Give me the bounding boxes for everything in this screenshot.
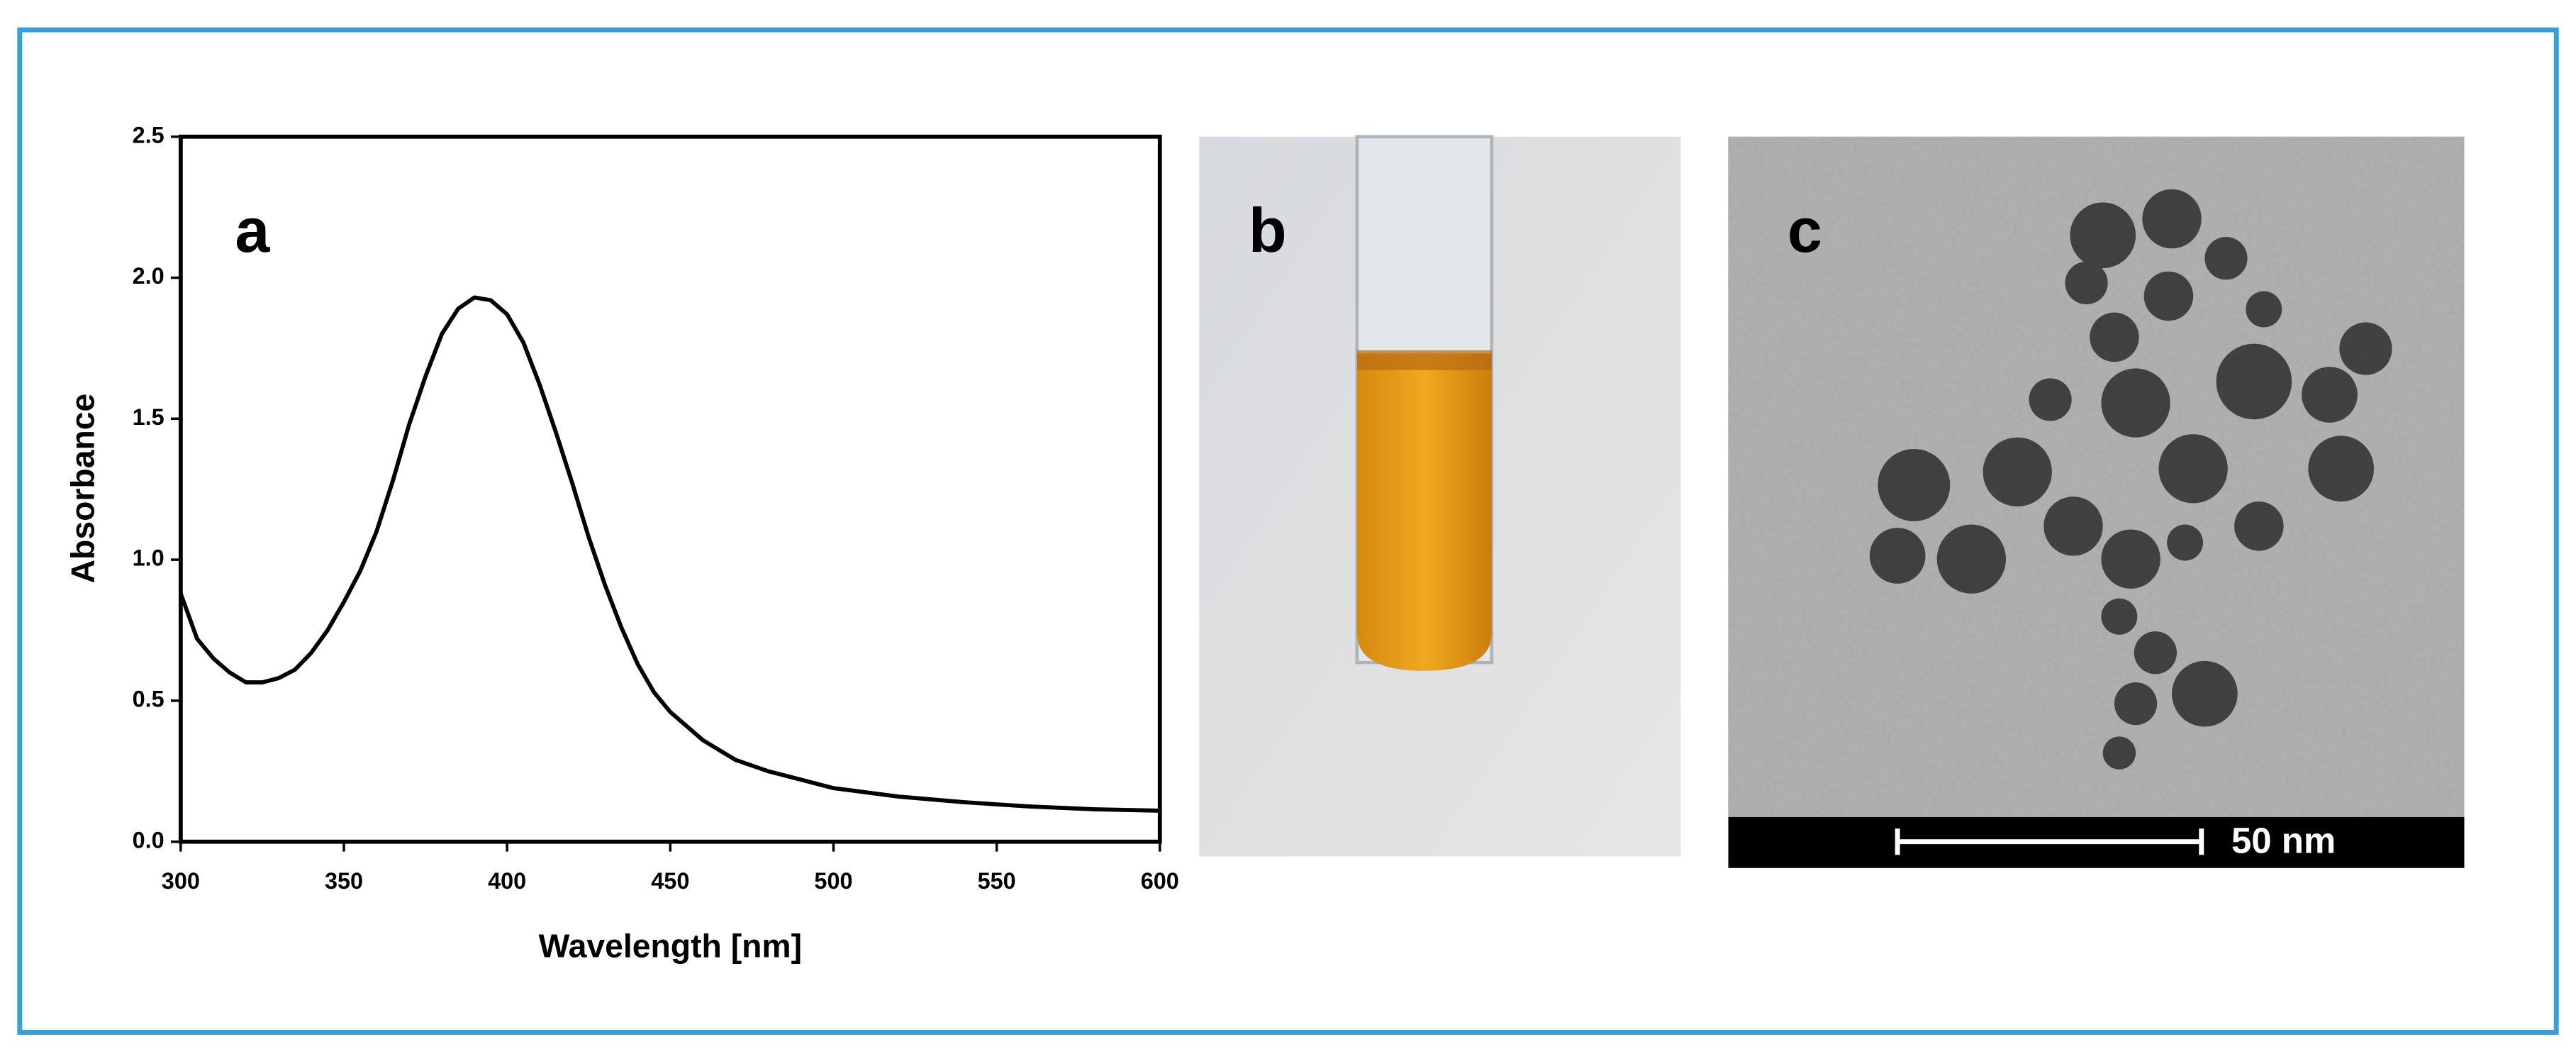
y-tick-label: 0.5 (133, 686, 165, 711)
solution (1356, 353, 1492, 671)
x-tick-label: 350 (325, 868, 363, 894)
figure-border (17, 27, 2559, 1035)
spectrum-line (179, 295, 1160, 813)
y-axis-label: Absorbance (65, 394, 101, 584)
meniscus (1356, 350, 1492, 370)
x-tick-label: 500 (814, 868, 852, 894)
y-tick-label: 2.0 (133, 263, 165, 289)
panel-label: a (235, 195, 270, 265)
y-tick-label: 1.5 (133, 404, 165, 430)
panel-label: c (1788, 195, 1822, 265)
tem-panel: 50 nm c (1728, 136, 2465, 868)
nanoparticles (1869, 189, 2392, 770)
plot-frame (178, 134, 1162, 844)
y-tick-label: 0.0 (133, 827, 165, 853)
y-tick-label: 1.0 (133, 545, 165, 571)
photo-panel: b (1199, 135, 1681, 857)
x-tick-label: 450 (651, 868, 689, 894)
y-tick-label: 2.5 (133, 122, 165, 148)
panel-label: b (1249, 195, 1287, 265)
x-tick-label: 400 (488, 868, 526, 894)
x-tick-label: 600 (1141, 868, 1179, 894)
x-tick-label: 300 (162, 868, 200, 894)
scale-bar-label: 50 nm (2231, 820, 2336, 860)
x-axis-label: Wavelength [nm] (539, 928, 802, 965)
x-tick-label: 550 (978, 868, 1016, 894)
